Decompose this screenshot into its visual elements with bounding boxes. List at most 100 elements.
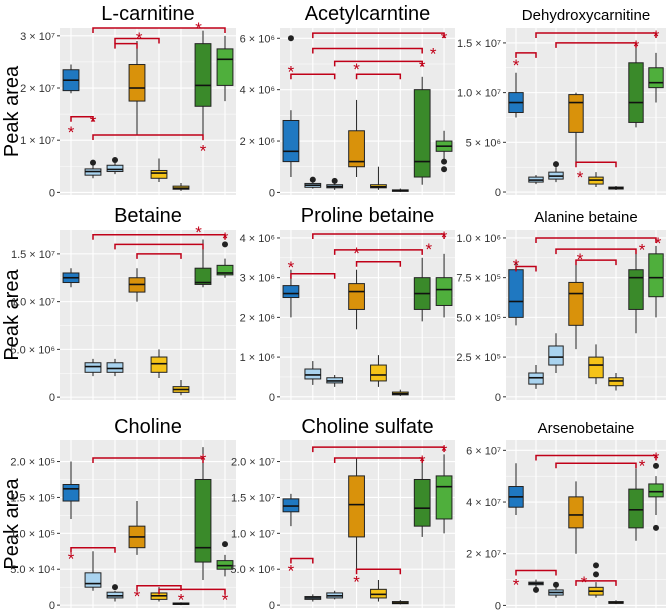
y-tick-label: 4 × 10⁷: [466, 497, 501, 509]
box-body: [216, 48, 234, 86]
box-1: [62, 64, 80, 94]
box-body: [216, 264, 234, 276]
box-body: [150, 356, 168, 373]
panel-choline-sulfate: 0 5.0 × 10⁶ 1.0 × 10⁷ 1.5 × 10⁷ 2.0 × 10⁷ Cho…: [230, 416, 455, 612]
y-tick-label: 0: [269, 392, 275, 404]
y-tick-label: 7.5 × 10⁵: [456, 273, 501, 285]
box-4: [128, 41, 146, 135]
y-tick-label: 2.5 × 10⁵: [456, 352, 501, 364]
box-3: [106, 157, 124, 175]
significance-star: *: [441, 29, 448, 48]
box-body: [282, 285, 300, 299]
box-1: [62, 461, 80, 519]
box-2: [528, 579, 544, 593]
y-tick-label: 1.0 × 10⁷: [11, 297, 55, 309]
significance-star: *: [195, 19, 202, 38]
significance-bracket: [535, 237, 657, 243]
panel-title: Dehydroxycarnitine: [522, 7, 650, 24]
significance-star: *: [577, 250, 584, 269]
y-tick-label: 2.0 × 10⁷: [231, 457, 275, 469]
significance-star: *: [430, 45, 437, 64]
significance-star: *: [419, 57, 426, 76]
significance-star: *: [513, 576, 520, 595]
panel-betaine: 0 5.0 × 10⁶ 1.0 × 10⁷ 1.5 × 10⁷ Betaine * *: [10, 205, 236, 404]
box-7: [194, 447, 212, 580]
box-3: [326, 374, 344, 387]
significance-star: *: [68, 549, 75, 568]
box-5: [370, 355, 387, 387]
significance-bracket: [70, 115, 94, 122]
significance-star: *: [653, 449, 660, 468]
box-5: [588, 562, 604, 598]
outlier-point: [553, 581, 559, 588]
significance-bracket: [555, 42, 637, 48]
box-2: [84, 358, 102, 377]
outlier-point: [309, 176, 316, 183]
y-tick-label: 1.0 × 10⁶: [456, 233, 501, 245]
outlier-point: [553, 161, 559, 168]
y-tick-label: 0: [495, 392, 501, 404]
significance-star: *: [639, 240, 646, 259]
significance-star: *: [581, 573, 588, 592]
y-tick-label: 2 × 10⁶: [240, 136, 275, 148]
significance-star: *: [653, 27, 660, 46]
box-4: [568, 261, 584, 350]
significance-bracket: [312, 233, 445, 239]
box-body: [106, 362, 124, 373]
box-1: [508, 463, 524, 515]
box-6: [391, 600, 409, 605]
significance-bracket: [355, 73, 402, 80]
box-8: [216, 35, 234, 102]
significance-star: *: [222, 590, 229, 609]
box-8: [648, 245, 664, 318]
box-body: [348, 475, 365, 538]
box-4: [348, 99, 365, 178]
box-body: [628, 62, 644, 123]
outlier-point: [441, 166, 448, 173]
y-tick-label: 5.0 × 10⁶: [230, 564, 275, 576]
panel-title: Proline betaine: [301, 205, 434, 227]
box-8: [435, 454, 453, 534]
significance-star: *: [639, 457, 646, 476]
box-body: [62, 484, 80, 502]
box-body: [628, 269, 644, 310]
significance-bracket: [136, 584, 182, 591]
box-7: [413, 76, 431, 185]
box-body: [548, 345, 564, 366]
significance-star: *: [633, 37, 640, 56]
box-body: [435, 475, 453, 520]
y-tick-label: 5.0 × 10⁵: [456, 312, 501, 324]
box-6: [608, 186, 624, 191]
significance-star: *: [222, 229, 229, 248]
outlier-point: [287, 35, 294, 42]
y-tick-label: 3 × 10⁶: [240, 273, 275, 285]
y-tick-label: 0: [49, 392, 55, 404]
panel-arsenobetaine: 0 2 × 10⁷ 4 × 10⁷ 6 × 10⁷ Arsenobetaine * * * *: [466, 420, 666, 612]
panel-alanine-betaine: 0 2.5 × 10⁵ 5.0 × 10⁵ 7.5 × 10⁵ 1.0 × 10⁶ Ala…: [456, 209, 666, 404]
significance-bracket: [535, 32, 657, 38]
outlier-point: [112, 584, 118, 591]
box-body: [568, 281, 584, 326]
box-5: [370, 580, 387, 602]
significance-star: *: [513, 56, 520, 75]
box-body: [194, 478, 212, 563]
significance-bracket: [515, 52, 537, 58]
significance-bracket: [355, 568, 402, 575]
box-body: [282, 119, 300, 163]
significance-star: *: [68, 123, 75, 142]
significance-star: *: [577, 168, 584, 187]
box-body: [648, 483, 664, 498]
box-3: [548, 161, 564, 183]
significance-bracket: [333, 249, 423, 255]
box-2: [528, 175, 544, 185]
y-tick-label: 2 × 10⁷: [466, 549, 501, 561]
box-5: [150, 158, 168, 182]
significance-star: *: [353, 244, 360, 263]
box-body: [150, 169, 168, 179]
box-body: [628, 488, 644, 529]
box-2: [304, 594, 322, 602]
y-tick-label: 0: [495, 600, 501, 612]
box-body: [435, 277, 453, 306]
significance-star: *: [425, 240, 432, 259]
